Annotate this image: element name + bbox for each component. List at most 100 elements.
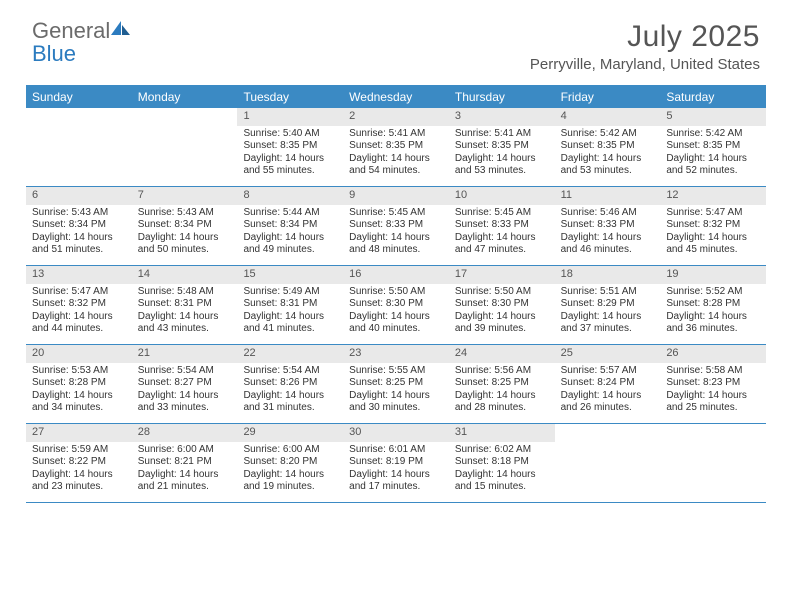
sunrise-text: Sunrise: 5:44 AM: [243, 207, 337, 220]
day-cell: 22Sunrise: 5:54 AMSunset: 8:26 PMDayligh…: [237, 345, 343, 423]
daylight-text: Daylight: 14 hours and 37 minutes.: [561, 311, 655, 336]
day-cell: 3Sunrise: 5:41 AMSunset: 8:35 PMDaylight…: [449, 108, 555, 186]
day-number: 30: [343, 424, 449, 442]
daylight-text: Daylight: 14 hours and 52 minutes.: [666, 153, 760, 178]
day-body: Sunrise: 5:51 AMSunset: 8:29 PMDaylight:…: [555, 284, 661, 340]
day-cell: 6Sunrise: 5:43 AMSunset: 8:34 PMDaylight…: [26, 187, 132, 265]
day-cell: 19Sunrise: 5:52 AMSunset: 8:28 PMDayligh…: [660, 266, 766, 344]
sunset-text: Sunset: 8:34 PM: [243, 219, 337, 232]
sunrise-text: Sunrise: 5:46 AM: [561, 207, 655, 220]
day-cell: 5Sunrise: 5:42 AMSunset: 8:35 PMDaylight…: [660, 108, 766, 186]
day-cell: 18Sunrise: 5:51 AMSunset: 8:29 PMDayligh…: [555, 266, 661, 344]
day-body: Sunrise: 5:50 AMSunset: 8:30 PMDaylight:…: [449, 284, 555, 340]
day-body: Sunrise: 5:52 AMSunset: 8:28 PMDaylight:…: [660, 284, 766, 340]
sunset-text: Sunset: 8:21 PM: [138, 456, 232, 469]
daylight-text: Daylight: 14 hours and 46 minutes.: [561, 232, 655, 257]
day-number: 14: [132, 266, 238, 284]
day-cell: 9Sunrise: 5:45 AMSunset: 8:33 PMDaylight…: [343, 187, 449, 265]
day-cell: 14Sunrise: 5:48 AMSunset: 8:31 PMDayligh…: [132, 266, 238, 344]
day-number: 10: [449, 187, 555, 205]
sunrise-text: Sunrise: 5:54 AM: [243, 365, 337, 378]
day-number: [26, 108, 132, 112]
daylight-text: Daylight: 14 hours and 15 minutes.: [455, 469, 549, 494]
sunset-text: Sunset: 8:30 PM: [349, 298, 443, 311]
sunset-text: Sunset: 8:35 PM: [666, 140, 760, 153]
day-body: Sunrise: 5:42 AMSunset: 8:35 PMDaylight:…: [555, 126, 661, 182]
day-body: Sunrise: 6:00 AMSunset: 8:20 PMDaylight:…: [237, 442, 343, 498]
day-cell: [660, 424, 766, 502]
sunset-text: Sunset: 8:35 PM: [561, 140, 655, 153]
day-cell: 28Sunrise: 6:00 AMSunset: 8:21 PMDayligh…: [132, 424, 238, 502]
day-cell: 16Sunrise: 5:50 AMSunset: 8:30 PMDayligh…: [343, 266, 449, 344]
daylight-text: Daylight: 14 hours and 23 minutes.: [32, 469, 126, 494]
day-body: Sunrise: 5:50 AMSunset: 8:30 PMDaylight:…: [343, 284, 449, 340]
sunrise-text: Sunrise: 5:42 AM: [666, 128, 760, 141]
daylight-text: Daylight: 14 hours and 25 minutes.: [666, 390, 760, 415]
daylight-text: Daylight: 14 hours and 48 minutes.: [349, 232, 443, 257]
sunset-text: Sunset: 8:25 PM: [349, 377, 443, 390]
sunset-text: Sunset: 8:18 PM: [455, 456, 549, 469]
day-cell: 10Sunrise: 5:45 AMSunset: 8:33 PMDayligh…: [449, 187, 555, 265]
sunset-text: Sunset: 8:34 PM: [32, 219, 126, 232]
sunset-text: Sunset: 8:20 PM: [243, 456, 337, 469]
day-body: Sunrise: 6:01 AMSunset: 8:19 PMDaylight:…: [343, 442, 449, 498]
daylight-text: Daylight: 14 hours and 39 minutes.: [455, 311, 549, 336]
sunset-text: Sunset: 8:35 PM: [243, 140, 337, 153]
day-body: Sunrise: 5:55 AMSunset: 8:25 PMDaylight:…: [343, 363, 449, 419]
day-body: Sunrise: 5:44 AMSunset: 8:34 PMDaylight:…: [237, 205, 343, 261]
day-body: Sunrise: 5:48 AMSunset: 8:31 PMDaylight:…: [132, 284, 238, 340]
day-cell: 27Sunrise: 5:59 AMSunset: 8:22 PMDayligh…: [26, 424, 132, 502]
day-number: [555, 424, 661, 428]
day-number: 13: [26, 266, 132, 284]
sunrise-text: Sunrise: 5:57 AM: [561, 365, 655, 378]
day-cell: 11Sunrise: 5:46 AMSunset: 8:33 PMDayligh…: [555, 187, 661, 265]
day-cell: 13Sunrise: 5:47 AMSunset: 8:32 PMDayligh…: [26, 266, 132, 344]
page-header: General Blue July 2025 Perryville, Maryl…: [0, 0, 792, 81]
day-body: Sunrise: 5:49 AMSunset: 8:31 PMDaylight:…: [237, 284, 343, 340]
sunset-text: Sunset: 8:28 PM: [32, 377, 126, 390]
daylight-text: Daylight: 14 hours and 53 minutes.: [455, 153, 549, 178]
sunset-text: Sunset: 8:33 PM: [455, 219, 549, 232]
day-header: Monday: [132, 87, 238, 108]
day-number: [660, 424, 766, 428]
location-text: Perryville, Maryland, United States: [530, 56, 760, 73]
day-body: Sunrise: 5:56 AMSunset: 8:25 PMDaylight:…: [449, 363, 555, 419]
daylight-text: Daylight: 14 hours and 36 minutes.: [666, 311, 760, 336]
day-number: 19: [660, 266, 766, 284]
daylight-text: Daylight: 14 hours and 47 minutes.: [455, 232, 549, 257]
day-cell: 25Sunrise: 5:57 AMSunset: 8:24 PMDayligh…: [555, 345, 661, 423]
day-number: 20: [26, 345, 132, 363]
daylight-text: Daylight: 14 hours and 45 minutes.: [666, 232, 760, 257]
day-header: Thursday: [449, 87, 555, 108]
day-number: 23: [343, 345, 449, 363]
daylight-text: Daylight: 14 hours and 34 minutes.: [32, 390, 126, 415]
day-number: 18: [555, 266, 661, 284]
sunset-text: Sunset: 8:27 PM: [138, 377, 232, 390]
sunset-text: Sunset: 8:28 PM: [666, 298, 760, 311]
day-cell: 23Sunrise: 5:55 AMSunset: 8:25 PMDayligh…: [343, 345, 449, 423]
sunset-text: Sunset: 8:33 PM: [349, 219, 443, 232]
sunset-text: Sunset: 8:24 PM: [561, 377, 655, 390]
day-number: 17: [449, 266, 555, 284]
day-body: Sunrise: 5:59 AMSunset: 8:22 PMDaylight:…: [26, 442, 132, 498]
daylight-text: Daylight: 14 hours and 49 minutes.: [243, 232, 337, 257]
day-number: 21: [132, 345, 238, 363]
sunrise-text: Sunrise: 6:02 AM: [455, 444, 549, 457]
day-header: Saturday: [660, 87, 766, 108]
sunset-text: Sunset: 8:31 PM: [138, 298, 232, 311]
sunrise-text: Sunrise: 5:50 AM: [349, 286, 443, 299]
day-cell: 30Sunrise: 6:01 AMSunset: 8:19 PMDayligh…: [343, 424, 449, 502]
day-cell: 1Sunrise: 5:40 AMSunset: 8:35 PMDaylight…: [237, 108, 343, 186]
sunrise-text: Sunrise: 5:43 AM: [138, 207, 232, 220]
day-cell: 24Sunrise: 5:56 AMSunset: 8:25 PMDayligh…: [449, 345, 555, 423]
daylight-text: Daylight: 14 hours and 43 minutes.: [138, 311, 232, 336]
day-number: 9: [343, 187, 449, 205]
sunrise-text: Sunrise: 5:49 AM: [243, 286, 337, 299]
day-number: 22: [237, 345, 343, 363]
day-number: 26: [660, 345, 766, 363]
sunrise-text: Sunrise: 6:01 AM: [349, 444, 443, 457]
title-block: July 2025 Perryville, Maryland, United S…: [530, 20, 760, 73]
sunrise-text: Sunrise: 5:43 AM: [32, 207, 126, 220]
sunset-text: Sunset: 8:19 PM: [349, 456, 443, 469]
day-number: 8: [237, 187, 343, 205]
